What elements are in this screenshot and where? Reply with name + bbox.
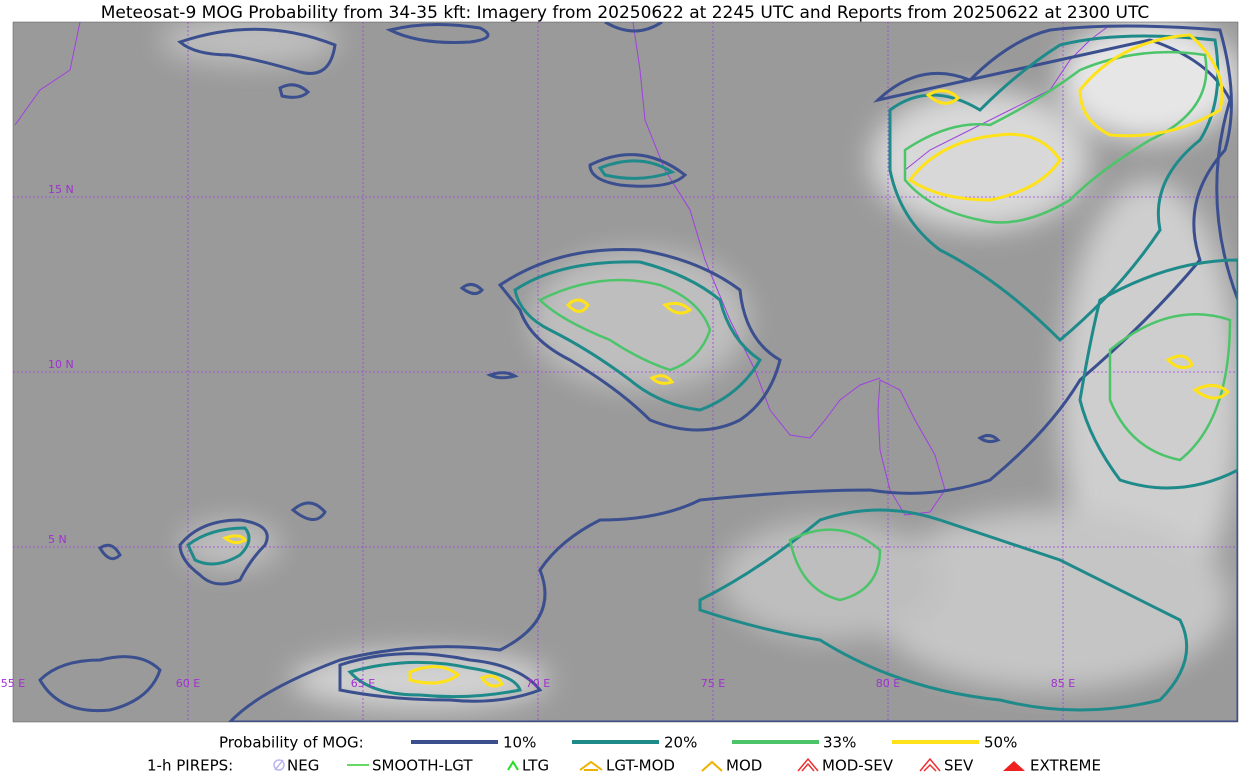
contours xyxy=(38,22,1238,722)
legend-label: EXTREME xyxy=(1030,757,1101,775)
lon-label: 85 E xyxy=(1051,677,1075,690)
legend-title: 1-h PIREPS: xyxy=(147,757,233,775)
lon-label: 60 E xyxy=(176,677,200,690)
probability-legend: Probability of MOG: 10% 20% 33% 50% xyxy=(219,734,1017,752)
coastline xyxy=(14,22,1111,516)
legend-icon xyxy=(273,759,285,771)
lon-label: 75 E xyxy=(701,677,725,690)
lon-label: 80 E xyxy=(876,677,900,690)
lat-label: 5 N xyxy=(48,533,67,546)
longitude-labels: 55 E 60 E 65 E 70 E 75 E 80 E 85 E xyxy=(1,677,1075,690)
legend-label: MOD xyxy=(726,757,762,775)
lon-label: 65 E xyxy=(351,677,375,690)
legend-icon xyxy=(507,760,519,771)
legend-label: 20% xyxy=(664,734,697,752)
legend-icon xyxy=(797,757,819,772)
lat-label: 10 N xyxy=(48,358,74,371)
lat-label: 15 N xyxy=(48,183,74,196)
latitude-labels: 15 N 10 N 5 N xyxy=(48,183,74,546)
lon-label: 70 E xyxy=(526,677,550,690)
legend-title: Probability of MOG: xyxy=(219,734,364,752)
legend-icon xyxy=(919,757,941,772)
legend-label: 33% xyxy=(823,734,856,752)
satellite-imagery xyxy=(13,22,1238,722)
legend-label: 10% xyxy=(503,734,536,752)
pirep-legend: 1-h PIREPS: NEG SMOOTH-LGT LTG LGT-MOD M… xyxy=(147,757,1101,775)
legend-label: LGT-MOD xyxy=(606,757,675,775)
legend-label: NEG xyxy=(287,757,319,775)
legend-label: 50% xyxy=(984,734,1017,752)
legend-label: LTG xyxy=(522,757,549,775)
legend-label: MOD-SEV xyxy=(822,757,894,775)
legend-icon xyxy=(579,760,603,771)
legend-label: SEV xyxy=(944,757,974,775)
legend-icon xyxy=(701,760,723,772)
title: Meteosat-9 MOG Probability from 34-35 kf… xyxy=(101,3,1150,23)
grid-lines xyxy=(13,22,1238,722)
legend-label: SMOOTH-LGT xyxy=(372,757,473,775)
legend-icon xyxy=(1003,761,1025,771)
lon-label: 55 E xyxy=(1,677,25,690)
